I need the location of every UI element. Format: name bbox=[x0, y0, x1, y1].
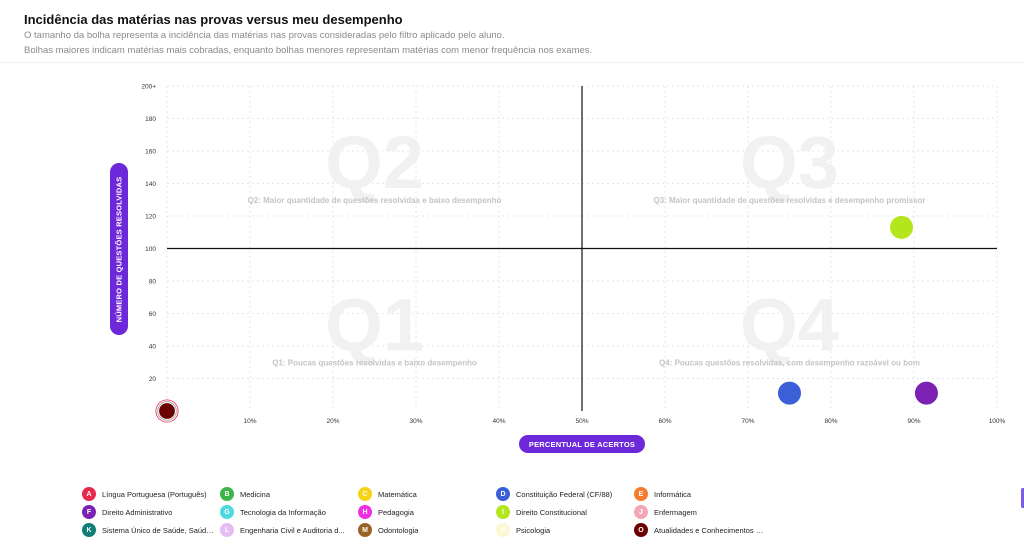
legend-badge: K bbox=[82, 523, 96, 537]
x-tick-label: 10% bbox=[243, 418, 256, 425]
y-tick-label: 160 bbox=[145, 149, 156, 156]
legend-label: Tecnologia da Informação bbox=[240, 507, 326, 517]
bubble-point bbox=[889, 214, 915, 240]
y-tick-label: 200+ bbox=[141, 84, 156, 91]
quadrant-watermark: Q3 bbox=[740, 121, 839, 204]
quadrant-watermark: Q2 bbox=[325, 121, 424, 204]
bubble-point bbox=[913, 380, 939, 406]
side-panel-tab[interactable] bbox=[1021, 488, 1024, 508]
quadrant-caption: Q3: Maior quantidade de questões resolvi… bbox=[653, 196, 925, 205]
legend-item[interactable]: L Engenharia Civil e Auditoria d... bbox=[220, 523, 358, 537]
y-tick-label: 100 bbox=[145, 246, 156, 253]
legend-label: Direito Administrativo bbox=[102, 507, 173, 517]
legend-badge: M bbox=[358, 523, 372, 537]
chart-subtitle-secondary: Bolhas maiores indicam matérias mais cob… bbox=[24, 45, 593, 56]
section-divider bbox=[0, 62, 1024, 63]
legend-label: Constituição Federal (CF/88) bbox=[516, 489, 613, 499]
quadrant-caption: Q4: Poucas questões resolvidas, com dese… bbox=[659, 359, 920, 368]
legend-badge: F bbox=[82, 505, 96, 519]
x-axis-label: PERCENTUAL DE ACERTOS bbox=[519, 435, 645, 453]
legend-badge: I bbox=[496, 505, 510, 519]
bubble-point bbox=[777, 380, 802, 406]
y-axis-label: NÚMERO DE QUESTÕES RESOLVIDAS bbox=[110, 163, 128, 335]
x-tick-label: 100% bbox=[989, 418, 1006, 425]
x-tick-label: 90% bbox=[907, 418, 920, 425]
legend-label: Informática bbox=[654, 489, 692, 499]
legend-item[interactable]: K Sistema Único de Saúde, Saúde ... bbox=[82, 523, 220, 537]
y-tick-label: 40 bbox=[149, 344, 157, 351]
x-tick-label: 60% bbox=[658, 418, 671, 425]
legend-label: Pedagogia bbox=[378, 507, 414, 517]
legend-label: Medicina bbox=[240, 489, 271, 499]
legend-label: Atualidades e Conhecimentos Ge... bbox=[654, 525, 766, 535]
legend-item[interactable]: H Pedagogia bbox=[358, 505, 496, 519]
x-tick-label: 40% bbox=[492, 418, 505, 425]
legend-item[interactable]: E Informática bbox=[634, 487, 772, 501]
legend-label: Matemática bbox=[378, 489, 417, 499]
legend-label: Odontologia bbox=[378, 525, 419, 535]
legend-item[interactable]: F Direito Administrativo bbox=[82, 505, 220, 519]
legend-item[interactable]: O Atualidades e Conhecimentos Ge... bbox=[634, 523, 772, 537]
y-tick-label: 180 bbox=[145, 116, 156, 123]
legend-item[interactable]: B Medicina bbox=[220, 487, 358, 501]
legend-label: Língua Portuguesa (Português) bbox=[102, 489, 207, 499]
x-tick-label: 70% bbox=[741, 418, 754, 425]
legend-label: Enfermagem bbox=[654, 507, 697, 517]
legend-badge: E bbox=[634, 487, 648, 501]
y-tick-label: 120 bbox=[145, 214, 156, 221]
bubble-point bbox=[158, 402, 176, 420]
legend-badge: D bbox=[496, 487, 510, 501]
chart-title: Incidência das matérias nas provas versu… bbox=[24, 12, 403, 27]
legend-item[interactable]: C Matemática bbox=[358, 487, 496, 501]
legend-item[interactable]: N Psicologia bbox=[496, 523, 634, 537]
quadrant-watermark: Q4 bbox=[740, 284, 839, 367]
x-tick-label: 20% bbox=[326, 418, 339, 425]
legend-item[interactable]: D Constituição Federal (CF/88) bbox=[496, 487, 634, 501]
legend-badge: C bbox=[358, 487, 372, 501]
legend-label: Sistema Único de Saúde, Saúde ... bbox=[102, 525, 214, 535]
legend-badge: J bbox=[634, 505, 648, 519]
legend-label: Psicologia bbox=[516, 525, 551, 535]
legend-badge: B bbox=[220, 487, 234, 501]
x-tick-label: 80% bbox=[824, 418, 837, 425]
y-tick-label: 20 bbox=[149, 376, 157, 383]
y-tick-label: 140 bbox=[145, 181, 156, 188]
legend-badge: L bbox=[220, 523, 234, 537]
legend-item[interactable]: J Enfermagem bbox=[634, 505, 772, 519]
quadrant-caption: Q2: Maior quantidade de questões resolvi… bbox=[248, 196, 502, 205]
legend-badge: N bbox=[496, 523, 510, 537]
legend-label: Engenharia Civil e Auditoria d... bbox=[240, 525, 345, 535]
legend-badge: H bbox=[358, 505, 372, 519]
legend-item[interactable]: I Direito Constitucional bbox=[496, 505, 634, 519]
y-tick-label: 60 bbox=[149, 311, 157, 318]
legend-badge: G bbox=[220, 505, 234, 519]
legend: A Língua Portuguesa (Português) B Medicina C… bbox=[82, 487, 802, 537]
legend-badge: O bbox=[634, 523, 648, 537]
legend-item[interactable]: G Tecnologia da Informação bbox=[220, 505, 358, 519]
legend-item[interactable]: M Odontologia bbox=[358, 523, 496, 537]
legend-label: Direito Constitucional bbox=[516, 507, 587, 517]
x-tick-label: 50% bbox=[575, 418, 588, 425]
chart-subtitle: O tamanho da bolha representa a incidênc… bbox=[24, 30, 505, 41]
quadrant-watermark: Q1 bbox=[325, 284, 424, 367]
legend-badge: A bbox=[82, 487, 96, 501]
quadrant-caption: Q1: Poucas questões resolvidas e baixo d… bbox=[272, 359, 477, 368]
x-tick-label: 30% bbox=[409, 418, 422, 425]
y-tick-label: 80 bbox=[149, 279, 157, 286]
legend-item[interactable]: A Língua Portuguesa (Português) bbox=[82, 487, 220, 501]
